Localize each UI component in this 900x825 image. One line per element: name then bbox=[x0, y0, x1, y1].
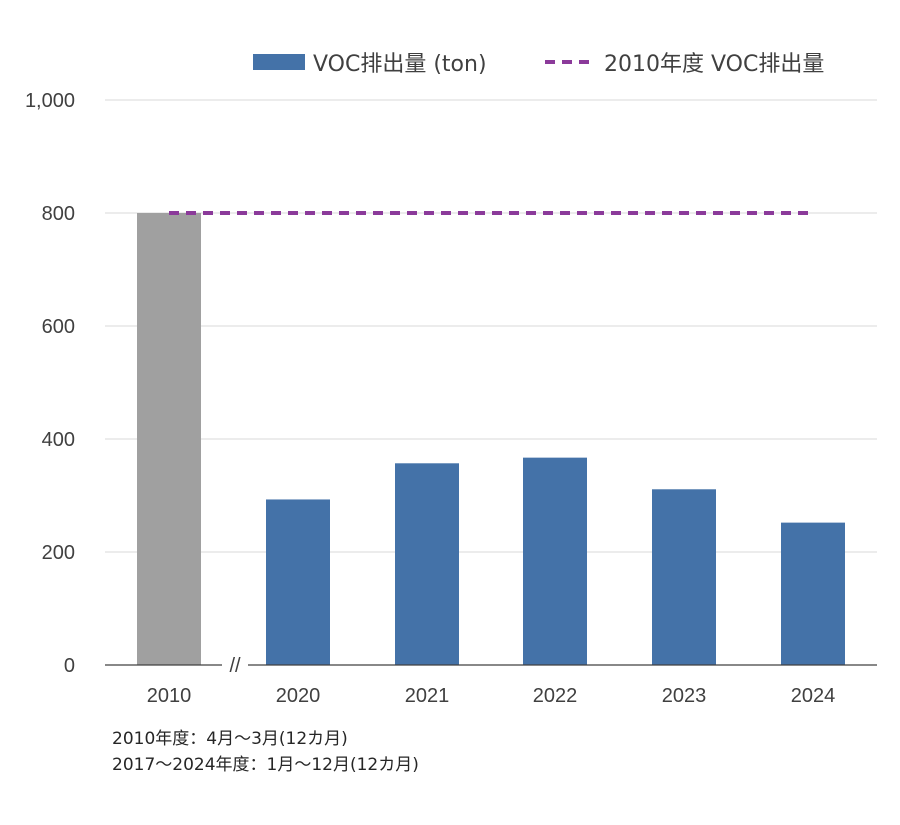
bars bbox=[137, 213, 845, 665]
x-tick-label: 2023 bbox=[662, 685, 707, 707]
bar-2020 bbox=[266, 499, 330, 665]
footnote-2: 2017～2024年度：1月～12月(12カ月) bbox=[112, 755, 419, 775]
legend-swatch-bar bbox=[253, 54, 305, 70]
bar-2021 bbox=[395, 463, 459, 665]
x-tick-label: 2010 bbox=[147, 685, 192, 707]
x-tick-label: 2024 bbox=[791, 685, 836, 707]
footnotes: 2010年度：4月～3月(12カ月) 2017～2024年度：1月～12月(12… bbox=[112, 726, 419, 778]
legend: VOC排出量 (ton) 2010年度 VOC排出量 bbox=[253, 52, 824, 77]
y-tick-label: 1,000 bbox=[25, 90, 75, 112]
axis-break-marker: // bbox=[229, 655, 241, 677]
bar-2024 bbox=[781, 522, 845, 665]
bar-2022 bbox=[523, 457, 587, 665]
x-tick-label: 2021 bbox=[405, 685, 450, 707]
x-tick-label: 2020 bbox=[276, 685, 321, 707]
legend-label-line: 2010年度 VOC排出量 bbox=[604, 52, 824, 77]
y-tick-label: 800 bbox=[42, 203, 75, 225]
y-tick-label: 400 bbox=[42, 429, 75, 451]
y-tick-label: 200 bbox=[42, 542, 75, 564]
x-tick-label: 2022 bbox=[533, 685, 578, 707]
footnote-1: 2010年度：4月～3月(12カ月) bbox=[112, 729, 348, 749]
axes: 0 200 400 600 800 1,000 2010 2020 2021 2022 2023 20… bbox=[25, 90, 877, 707]
gridlines bbox=[105, 99, 877, 553]
y-tick-label: 0 bbox=[64, 655, 75, 677]
bar-2010 bbox=[137, 213, 201, 665]
y-tick-label: 600 bbox=[42, 316, 75, 338]
bar-2023 bbox=[652, 489, 716, 665]
legend-label-bar: VOC排出量 (ton) bbox=[313, 52, 487, 77]
